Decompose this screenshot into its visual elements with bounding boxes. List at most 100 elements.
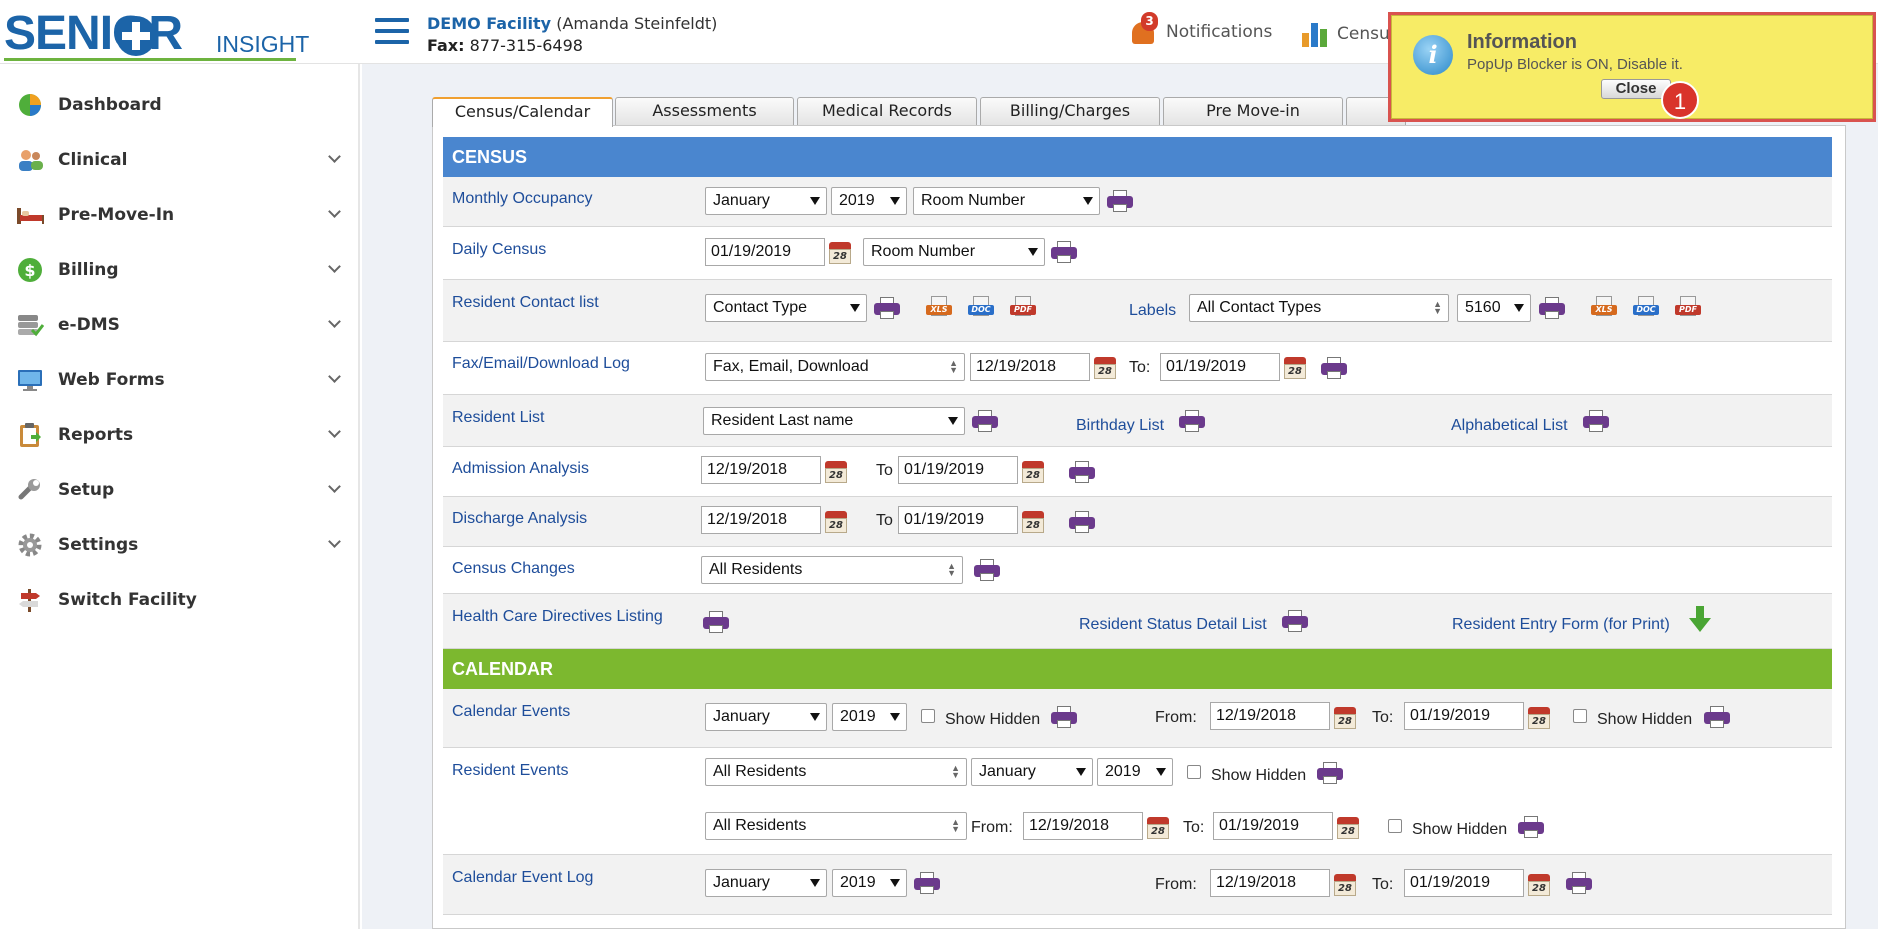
sidebar-item-reports[interactable]: Reports <box>0 413 360 457</box>
tab-medical-records[interactable]: Medical Records <box>797 97 977 125</box>
resident-events-from-input[interactable]: 12/19/2018 <box>1023 812 1143 840</box>
discharge-analysis-label[interactable]: Discharge Analysis <box>452 510 588 527</box>
print-icon[interactable] <box>1050 240 1078 264</box>
doc-export-icon[interactable]: DOC <box>1633 295 1659 321</box>
sidebar-item-clinical[interactable]: Clinical <box>0 138 360 182</box>
notifications-button[interactable]: 3 Notifications <box>1128 12 1272 50</box>
calendar-event-log-label[interactable]: Calendar Event Log <box>452 869 594 886</box>
fax-log-to-input[interactable]: 01/19/2019 <box>1160 353 1280 381</box>
labels-contact-type-select[interactable]: All Contact Types ▲ ▼ <box>1189 294 1449 322</box>
calendar-icon[interactable]: 28 <box>1335 815 1361 841</box>
show-hidden-checkbox[interactable] <box>1573 709 1587 723</box>
pdf-export-icon[interactable]: PDF <box>1675 295 1701 321</box>
facility-name[interactable]: DEMO Facility <box>427 14 552 33</box>
show-hidden-checkbox[interactable] <box>1388 819 1402 833</box>
doc-export-icon[interactable]: DOC <box>968 295 994 321</box>
discharge-from-input[interactable]: 12/19/2018 <box>701 506 821 534</box>
calendar-events-to-input[interactable]: 01/19/2019 <box>1404 702 1524 730</box>
resident-entry-form-label[interactable]: Resident Entry Form (for Print) <box>1452 616 1670 633</box>
admission-from-input[interactable]: 12/19/2018 <box>701 456 821 484</box>
daily-census-date-input[interactable]: 01/19/2019 <box>705 238 825 266</box>
xls-export-icon[interactable]: XLS <box>1591 295 1617 321</box>
print-icon[interactable] <box>1178 409 1206 433</box>
calendar-events-from-input[interactable]: 12/19/2018 <box>1210 702 1330 730</box>
tab-census-calendar[interactable]: Census/Calendar <box>432 97 613 127</box>
calendar-icon[interactable]: 28 <box>827 240 853 266</box>
calendar-icon[interactable]: 28 <box>1145 815 1171 841</box>
print-icon[interactable] <box>873 296 901 320</box>
calendar-icon[interactable]: 28 <box>1020 459 1046 485</box>
resident-events-month-select[interactable]: January <box>971 758 1093 786</box>
contact-type-select[interactable]: Contact Type <box>705 294 867 322</box>
senior-insight-logo[interactable]: SENIOR INSIGHT <box>4 8 309 61</box>
sidebar-item-dashboard[interactable]: Dashboard <box>0 83 360 127</box>
print-icon[interactable] <box>1281 609 1309 633</box>
print-icon[interactable] <box>1068 510 1096 534</box>
print-icon[interactable] <box>973 558 1001 582</box>
calendar-events-label[interactable]: Calendar Events <box>452 703 571 720</box>
daily-census-label[interactable]: Daily Census <box>452 241 547 258</box>
print-icon[interactable] <box>702 610 730 634</box>
event-log-to-input[interactable]: 01/19/2019 <box>1404 869 1524 897</box>
calendar-icon[interactable]: 28 <box>1282 355 1308 381</box>
sidebar-item-pre-move-in[interactable]: Pre-Move-In <box>0 193 360 237</box>
print-icon[interactable] <box>1068 460 1096 484</box>
health-care-directives-label[interactable]: Health Care Directives Listing <box>452 608 663 625</box>
discharge-to-input[interactable]: 01/19/2019 <box>898 506 1018 534</box>
resident-events-year-select[interactable]: 2019 <box>1097 758 1173 786</box>
resident-events-range-filter-select[interactable]: All Residents ▲ ▼ <box>705 812 967 840</box>
calendar-icon[interactable]: 28 <box>1332 705 1358 731</box>
sidebar-item-setup[interactable]: Setup <box>0 468 360 512</box>
show-hidden-checkbox[interactable] <box>921 709 935 723</box>
monthly-occupancy-year-select[interactable]: 2019 <box>831 187 907 215</box>
sidebar-item-settings[interactable]: Settings <box>0 523 360 567</box>
print-icon[interactable] <box>1517 815 1545 839</box>
calendar-icon[interactable]: 28 <box>823 509 849 535</box>
fax-email-download-log-label[interactable]: Fax/Email/Download Log <box>452 355 630 372</box>
labels-code-select[interactable]: 5160 <box>1457 294 1531 322</box>
calendar-icon[interactable]: 28 <box>823 459 849 485</box>
show-hidden-checkbox[interactable] <box>1187 765 1201 779</box>
census-button[interactable]: Census <box>1302 16 1399 52</box>
print-icon[interactable] <box>1582 409 1610 433</box>
monthly-occupancy-sort-select[interactable]: Room Number <box>913 187 1100 215</box>
census-changes-label[interactable]: Census Changes <box>452 560 575 577</box>
daily-census-sort-select[interactable]: Room Number <box>863 238 1045 266</box>
calendar-icon[interactable]: 28 <box>1020 509 1046 535</box>
calendar-events-year-select[interactable]: 2019 <box>832 703 907 731</box>
print-icon[interactable] <box>971 409 999 433</box>
event-log-month-select[interactable]: January <box>705 869 827 897</box>
resident-events-filter-select[interactable]: All Residents ▲ ▼ <box>705 758 967 786</box>
xls-export-icon[interactable]: XLS <box>926 295 952 321</box>
sidebar-item-web-forms[interactable]: Web Forms <box>0 358 360 402</box>
calendar-icon[interactable]: 28 <box>1092 355 1118 381</box>
admission-analysis-label[interactable]: Admission Analysis <box>452 460 589 477</box>
tab-pre-move-in[interactable]: Pre Move-in <box>1163 97 1343 125</box>
resident-events-label[interactable]: Resident Events <box>452 762 569 779</box>
calendar-icon[interactable]: 28 <box>1526 705 1552 731</box>
monthly-occupancy-month-select[interactable]: January <box>705 187 827 215</box>
resident-list-label[interactable]: Resident List <box>452 409 545 426</box>
print-icon[interactable] <box>1538 296 1566 320</box>
resident-contact-list-label[interactable]: Resident Contact list <box>452 294 599 311</box>
fax-log-from-input[interactable]: 12/19/2018 <box>970 353 1090 381</box>
event-log-from-input[interactable]: 12/19/2018 <box>1210 869 1330 897</box>
pdf-export-icon[interactable]: PDF <box>1010 295 1036 321</box>
calendar-icon[interactable]: 28 <box>1332 872 1358 898</box>
tab-assessments[interactable]: Assessments <box>615 97 794 125</box>
print-icon[interactable] <box>1703 705 1731 729</box>
print-icon[interactable] <box>1316 761 1344 785</box>
event-log-year-select[interactable]: 2019 <box>832 869 907 897</box>
tab-billing-charges[interactable]: Billing/Charges <box>980 97 1160 125</box>
admission-to-input[interactable]: 01/19/2019 <box>898 456 1018 484</box>
resident-status-detail-list-label[interactable]: Resident Status Detail List <box>1079 616 1267 633</box>
resident-list-sort-select[interactable]: Resident Last name <box>703 407 965 435</box>
alphabetical-list-label[interactable]: Alphabetical List <box>1451 417 1568 434</box>
labels-label[interactable]: Labels <box>1129 302 1177 319</box>
print-icon[interactable] <box>1565 871 1593 895</box>
print-icon[interactable] <box>1320 356 1348 380</box>
calendar-events-month-select[interactable]: January <box>705 703 827 731</box>
sidebar-item-switch-facility[interactable]: Switch Facility <box>0 578 360 622</box>
monthly-occupancy-label[interactable]: Monthly Occupancy <box>452 190 593 207</box>
print-icon[interactable] <box>1050 705 1078 729</box>
